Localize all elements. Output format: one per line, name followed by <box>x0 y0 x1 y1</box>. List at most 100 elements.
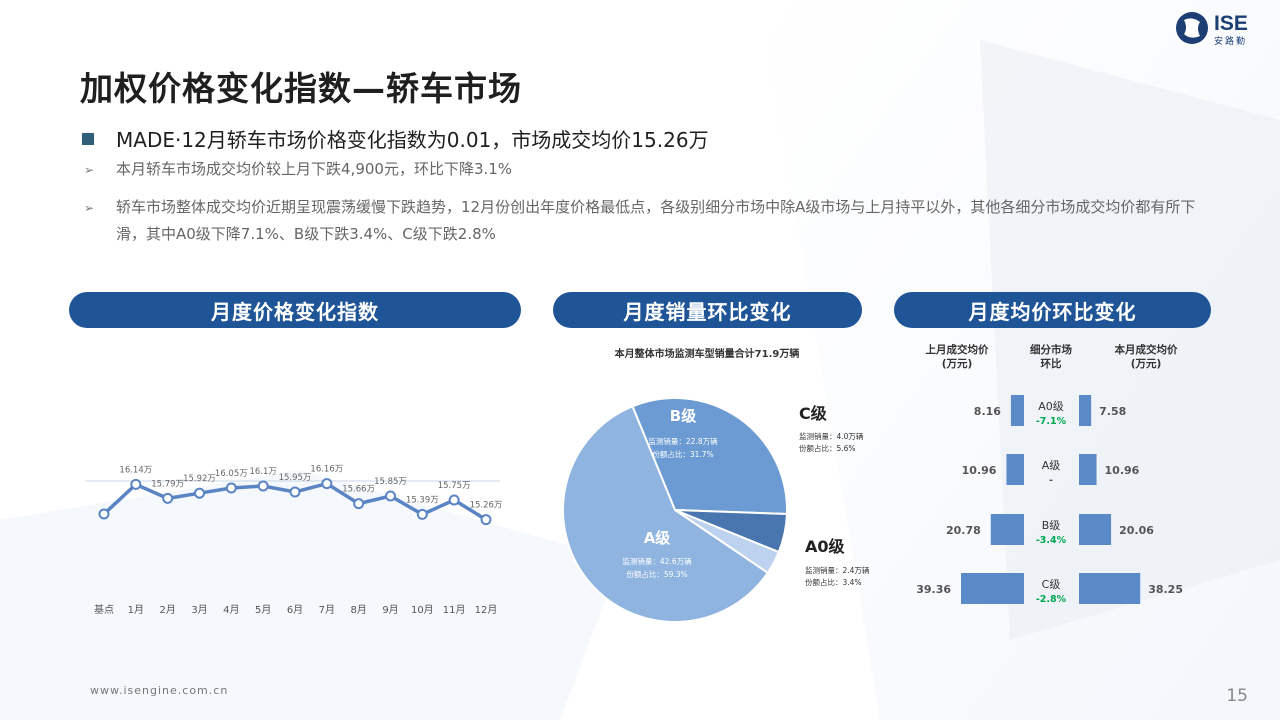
x-tick-label: 12月 <box>475 604 498 616</box>
slice-name-label: C级 <box>799 404 828 423</box>
bar-curr <box>1079 573 1141 604</box>
page-title: 加权价格变化指数—轿车市场 <box>80 69 522 108</box>
change-label: -2.8% <box>1036 594 1067 605</box>
x-tick-label: 4月 <box>223 604 239 616</box>
headline-text: MADE·12月轿车市场价格变化指数为0.01，市场成交均价15.26万 <box>116 128 709 152</box>
logo-name: ISE <box>1214 12 1248 35</box>
pie-slice <box>631 397 788 515</box>
bullet-1: ➢ 本月轿车市场成交均价较上月下跌4,900元，环比下降3.1% <box>84 156 1204 184</box>
slice-sales-label: 监测销量：42.6万辆 <box>622 556 692 566</box>
value-curr: 20.06 <box>1119 524 1154 537</box>
data-label: 15.26万 <box>470 501 503 511</box>
data-point <box>353 498 365 510</box>
slice-name-label: A0级 <box>805 537 846 556</box>
pie-slice <box>562 405 770 623</box>
x-tick-label: 1月 <box>128 604 144 616</box>
data-point <box>98 508 110 520</box>
brand-logo: ISE 安路勤 <box>1174 10 1260 47</box>
column-header: (万元) <box>1131 358 1162 370</box>
x-tick-label: 8月 <box>350 604 366 616</box>
data-point <box>225 482 237 494</box>
data-point <box>416 508 428 520</box>
data-label: 16.1万 <box>249 467 276 477</box>
segment-label: B级 <box>1042 519 1061 532</box>
change-label: - <box>1049 475 1053 486</box>
globe-icon <box>1176 12 1208 44</box>
slice-share-label: 份额占比：31.7% <box>652 449 713 459</box>
x-tick-label: 10月 <box>411 604 434 616</box>
slice-sales-label: 监测销量：22.8万辆 <box>648 436 718 446</box>
x-tick-label: 3月 <box>191 604 207 616</box>
value-curr: 7.58 <box>1099 405 1126 418</box>
data-point <box>194 487 205 499</box>
bar-prev <box>1010 395 1024 426</box>
arrow-bullet-icon: ➢ <box>84 201 95 215</box>
slice-share-label: 份额占比：3.4% <box>805 577 862 587</box>
value-prev: 8.16 <box>974 405 1001 418</box>
data-label: 15.92万 <box>183 474 216 484</box>
bar-curr <box>1079 454 1097 485</box>
value-curr: 38.25 <box>1148 583 1183 596</box>
data-point <box>321 478 333 490</box>
column-header: 上月成交均价 <box>926 343 989 356</box>
slice-share-label: 份额占比：59.3% <box>626 569 687 579</box>
x-tick-label: 2月 <box>159 604 175 616</box>
logo-sub: 安路勤 <box>1214 37 1248 47</box>
section-pill-index: 月度价格变化指数 <box>69 292 521 328</box>
change-label: -7.1% <box>1036 416 1067 427</box>
bar-curr <box>1079 514 1112 545</box>
data-point <box>162 492 174 504</box>
change-label: -3.4% <box>1036 535 1067 546</box>
slice-name-label: B级 <box>670 407 697 425</box>
data-point <box>289 486 301 498</box>
bullet-1-text: 本月轿车市场成交均价较上月下跌4,900元，环比下降3.1% <box>116 160 513 178</box>
slice-sales-label: 监测销量：2.4万辆 <box>805 565 870 575</box>
page-number: 15 <box>1226 686 1248 706</box>
data-label: 16.05万 <box>215 469 248 479</box>
data-point <box>480 514 492 526</box>
data-point <box>448 494 460 506</box>
value-prev: 20.78 <box>946 524 981 537</box>
data-label: 15.85万 <box>374 477 407 487</box>
pie-title: 本月整体市场监测车型销量合计71.9万辆 <box>615 347 800 360</box>
x-tick-label: 11月 <box>443 604 466 616</box>
segment-label: A级 <box>1042 459 1061 472</box>
data-label: 16.14万 <box>119 465 152 475</box>
line-chart-price-index: 基点 16.14万 1月 15.79万 2月 15.92万 3月 16.05万 4月 16.1万 5… <box>86 465 503 616</box>
bullet-2-text: 轿车市场整体成交均价近期呈现震荡缓慢下跌趋势，12月份创出年度价格最低点，各级别… <box>116 198 1196 243</box>
x-tick-label: 7月 <box>319 604 335 616</box>
section-pill-price: 月度均价环比变化 <box>894 292 1211 328</box>
data-label: 15.95万 <box>279 473 312 483</box>
column-header: 本月成交均价 <box>1115 343 1178 356</box>
headline: MADE·12月轿车市场价格变化指数为0.01，市场成交均价15.26万 <box>82 124 709 153</box>
arrow-bullet-icon: ➢ <box>84 163 95 177</box>
segment-label: C级 <box>1042 578 1061 591</box>
square-bullet-icon <box>82 132 94 145</box>
data-label: 15.75万 <box>438 481 471 491</box>
data-point <box>385 490 396 502</box>
x-tick-label: 6月 <box>287 604 303 616</box>
slice-name-label: A级 <box>644 529 672 547</box>
bar-prev <box>961 573 1024 604</box>
x-tick-label: 5月 <box>255 604 271 616</box>
data-label: 15.79万 <box>151 479 184 489</box>
column-header: 环比 <box>1041 357 1063 370</box>
value-curr: 10.96 <box>1105 464 1140 477</box>
bar-curr <box>1079 395 1092 426</box>
bar-prev <box>1006 454 1024 485</box>
column-header: (万元) <box>942 358 973 370</box>
bar-prev <box>990 514 1024 545</box>
x-tick-label: 基点 <box>94 603 114 616</box>
slice-share-label: 份额占比：5.6% <box>799 443 856 453</box>
data-label: 15.39万 <box>406 495 439 505</box>
segment-label: A0级 <box>1038 400 1064 413</box>
pie-chart-sales: 本月整体市场监测车型销量合计71.9万辆 B级监测销量：22.8万辆份额占比：31… <box>562 347 870 623</box>
slice-sales-label: 监测销量：4.0万辆 <box>799 431 864 441</box>
x-tick-label: 9月 <box>382 604 398 616</box>
value-prev: 10.96 <box>962 464 997 477</box>
bullet-2: ➢ 轿车市场整体成交均价近期呈现震荡缓慢下跌趋势，12月份创出年度价格最低点，各级… <box>84 194 1204 248</box>
section-pill-sales: 月度销量环比变化 <box>553 292 862 328</box>
data-point <box>257 480 269 492</box>
data-point <box>130 478 142 490</box>
